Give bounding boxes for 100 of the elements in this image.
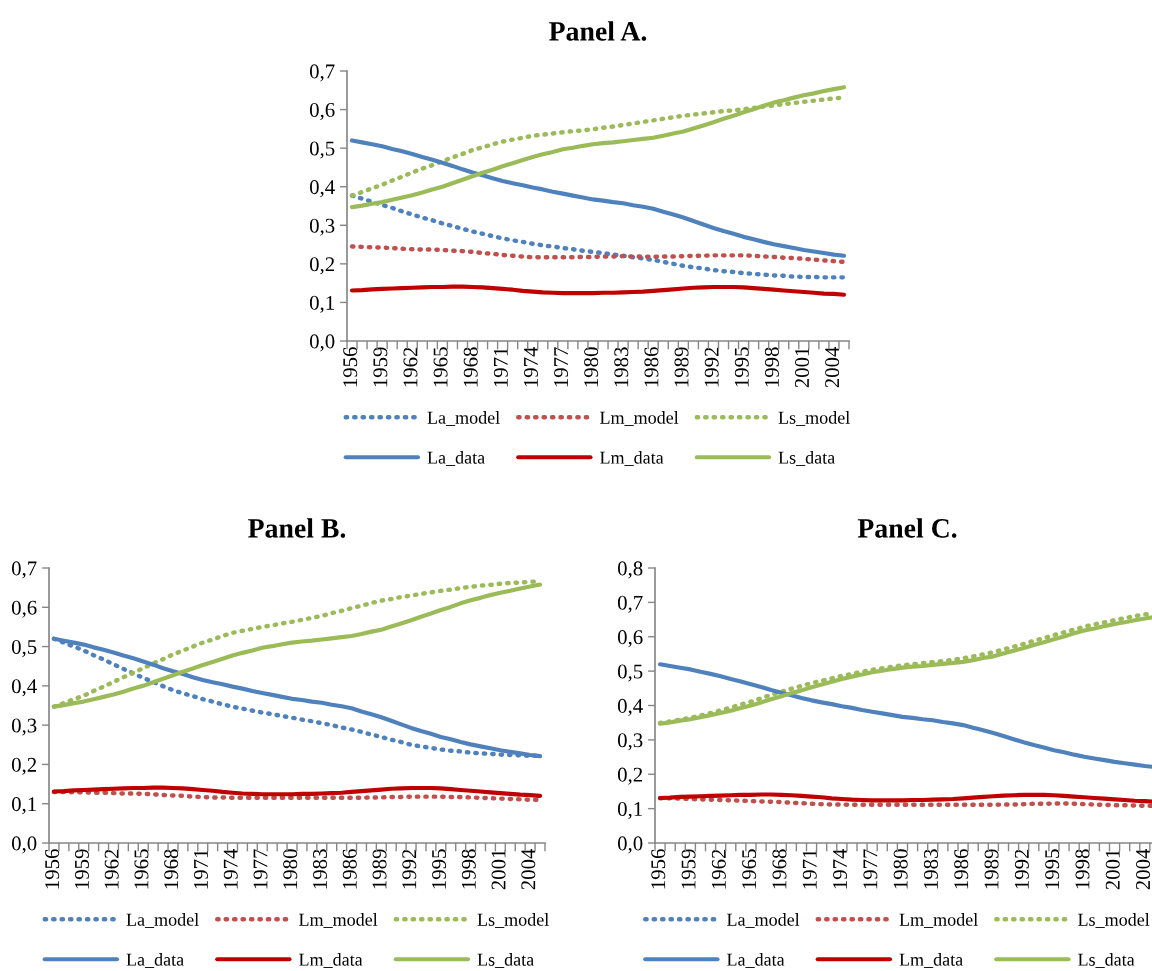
y-tick-label: 0,6	[309, 102, 335, 120]
x-tick-label: 1989	[984, 849, 999, 889]
legend-label: La_data	[126, 953, 184, 968]
chart-title: Panel C.	[857, 518, 957, 538]
y-tick-label: 0,1	[11, 797, 36, 815]
x-tick-label: 1956	[45, 849, 60, 889]
legend-label: Ls_data	[477, 953, 534, 968]
y-tick-label: 0,5	[309, 141, 335, 159]
legend-label: Lm_data	[299, 953, 363, 968]
x-tick-label: 1998	[764, 347, 779, 387]
x-tick-label: 1995	[734, 347, 749, 387]
x-tick-label: 1998	[1075, 849, 1090, 889]
y-tick-label: 0,6	[11, 600, 37, 618]
x-tick-label: 1962	[403, 347, 418, 387]
y-tick-label: 0,5	[617, 664, 643, 682]
x-tick-label: 1989	[674, 347, 689, 387]
x-tick-label: 1992	[1014, 849, 1029, 889]
y-tick-label: 0,7	[11, 561, 37, 579]
x-tick-label: 1959	[681, 849, 696, 889]
x-tick-label: 2001	[491, 849, 506, 890]
x-tick-label: 1995	[1045, 849, 1060, 889]
legend-label: La_data	[727, 953, 785, 968]
y-tick-label: 0,6	[617, 630, 643, 648]
y-tick-label: 0,2	[617, 767, 643, 785]
x-tick-label: 1959	[74, 849, 89, 889]
legend-label: La_model	[126, 913, 199, 928]
x-tick-label: 2004	[825, 346, 840, 388]
x-tick-label: 1986	[644, 347, 659, 387]
x-tick-label: 1965	[433, 347, 448, 387]
x-tick-label: 2001	[1105, 849, 1120, 890]
x-tick-label: 1992	[402, 849, 417, 889]
y-tick-label: 0,4	[309, 180, 335, 198]
x-tick-label: 2004	[1136, 848, 1151, 890]
x-tick-label: 1992	[704, 347, 719, 387]
line-series	[349, 244, 847, 265]
line-series	[349, 138, 847, 258]
y-tick-label: 0,3	[617, 733, 643, 751]
legend-label: Ls_model	[1078, 913, 1150, 928]
x-tick-label: 1977	[253, 849, 268, 889]
x-tick-label: 1965	[134, 849, 149, 889]
chart-title: Panel A.	[549, 21, 647, 41]
y-tick-label: 0,8	[617, 561, 643, 579]
x-tick-label: 1974	[223, 848, 238, 889]
x-tick-label: 1983	[923, 849, 938, 889]
legend-label: Lm_data	[600, 451, 664, 466]
line-series	[657, 796, 1152, 809]
chart-title: Panel B.	[248, 518, 346, 538]
x-tick-label: 1968	[772, 849, 787, 889]
legend-label: La_model	[727, 913, 800, 928]
x-tick-label: 1983	[312, 849, 328, 889]
legend-label: Ls_data	[778, 451, 835, 466]
legend-label: Lm_model	[299, 913, 378, 928]
legend-label: La_model	[427, 411, 500, 426]
x-tick-label: 1959	[373, 347, 388, 387]
x-tick-label: 1956	[651, 849, 666, 889]
y-tick-label: 0,4	[617, 698, 643, 716]
x-tick-label: 1971	[193, 849, 208, 889]
x-tick-label: 2001	[794, 347, 810, 388]
x-tick-label: 1971	[802, 849, 817, 889]
y-tick-label: 0,0	[617, 836, 643, 854]
x-tick-label: 1971	[493, 347, 508, 387]
x-tick-label: 1980	[283, 849, 298, 889]
line-series	[657, 792, 1152, 804]
legend-label: La_data	[427, 451, 485, 466]
y-tick-label: 0,2	[11, 757, 37, 775]
y-tick-label: 0,3	[309, 218, 335, 236]
y-tick-label: 0,4	[11, 679, 37, 697]
y-tick-label: 0,7	[309, 64, 335, 82]
line-series	[349, 85, 847, 210]
y-tick-label: 0,0	[309, 334, 335, 352]
x-tick-label: 1977	[554, 347, 569, 387]
x-tick-label: 1995	[432, 849, 447, 889]
x-tick-label: 1962	[104, 849, 119, 889]
y-tick-label: 0,3	[11, 718, 37, 736]
x-tick-label: 2004	[521, 848, 536, 890]
line-series	[51, 785, 543, 798]
x-tick-label: 1980	[584, 347, 599, 387]
x-tick-label: 1974	[833, 848, 848, 889]
legend-label: Lm_model	[899, 913, 978, 928]
x-tick-label: 1968	[463, 347, 478, 387]
line-series	[349, 284, 847, 297]
x-tick-label: 1983	[614, 347, 629, 387]
legend-label: Lm_model	[600, 411, 679, 426]
x-tick-label: 1956	[343, 347, 358, 387]
x-tick-label: 1980	[893, 849, 908, 889]
legend-label: Ls_model	[477, 913, 549, 928]
legend-label: Ls_model	[778, 411, 850, 426]
y-tick-label: 0,1	[309, 295, 334, 313]
x-tick-label: 1977	[863, 849, 878, 889]
x-tick-label: 1968	[164, 849, 179, 889]
x-tick-label: 1965	[742, 849, 757, 889]
legend-label: Ls_data	[1078, 953, 1135, 968]
legend-label: Lm_data	[899, 953, 963, 968]
y-tick-label: 0,2	[309, 257, 335, 275]
x-tick-label: 1986	[954, 849, 969, 889]
y-tick-label: 0,0	[11, 836, 37, 854]
x-tick-label: 1986	[342, 849, 357, 889]
y-tick-label: 0,1	[617, 802, 642, 820]
line-series	[657, 662, 1152, 769]
y-tick-label: 0,5	[11, 639, 37, 657]
